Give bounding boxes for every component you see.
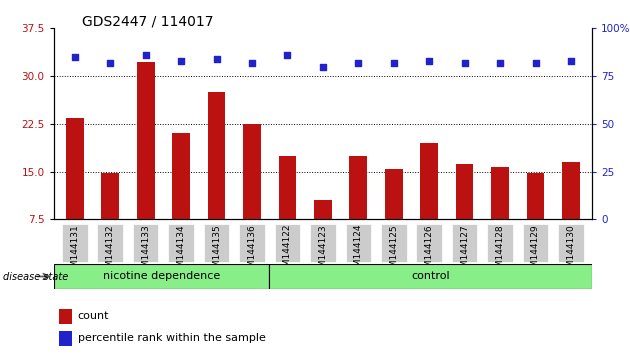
Bar bbox=[208, 92, 226, 219]
Bar bbox=[172, 133, 190, 219]
Text: GSM144125: GSM144125 bbox=[389, 224, 398, 279]
Point bbox=[247, 60, 257, 65]
FancyBboxPatch shape bbox=[275, 224, 300, 262]
Text: nicotine dependence: nicotine dependence bbox=[103, 272, 220, 281]
FancyBboxPatch shape bbox=[168, 224, 194, 262]
FancyBboxPatch shape bbox=[310, 224, 336, 262]
Bar bbox=[137, 62, 154, 219]
FancyBboxPatch shape bbox=[204, 224, 229, 262]
Bar bbox=[350, 156, 367, 219]
Bar bbox=[66, 118, 84, 219]
Text: GSM144130: GSM144130 bbox=[566, 224, 575, 279]
Point bbox=[566, 58, 576, 64]
Bar bbox=[491, 167, 509, 219]
Text: GDS2447 / 114017: GDS2447 / 114017 bbox=[82, 14, 214, 28]
FancyBboxPatch shape bbox=[381, 224, 406, 262]
FancyBboxPatch shape bbox=[269, 264, 592, 289]
Text: GSM144128: GSM144128 bbox=[496, 224, 505, 279]
FancyBboxPatch shape bbox=[98, 224, 123, 262]
Bar bbox=[385, 169, 403, 219]
FancyBboxPatch shape bbox=[416, 224, 442, 262]
FancyBboxPatch shape bbox=[558, 224, 584, 262]
FancyBboxPatch shape bbox=[452, 224, 478, 262]
Point bbox=[495, 60, 505, 65]
Bar bbox=[562, 162, 580, 219]
Point bbox=[212, 56, 222, 62]
Point bbox=[282, 52, 292, 58]
Bar bbox=[278, 156, 296, 219]
FancyBboxPatch shape bbox=[62, 224, 88, 262]
Point bbox=[460, 60, 470, 65]
Bar bbox=[101, 173, 119, 219]
Text: GSM144136: GSM144136 bbox=[248, 224, 256, 279]
Text: disease state: disease state bbox=[3, 272, 69, 282]
FancyBboxPatch shape bbox=[523, 224, 548, 262]
Text: GSM144132: GSM144132 bbox=[106, 224, 115, 279]
Point bbox=[70, 54, 80, 60]
Bar bbox=[59, 331, 72, 346]
Point bbox=[140, 52, 151, 58]
Point bbox=[318, 64, 328, 69]
Text: GSM144131: GSM144131 bbox=[71, 224, 79, 279]
Text: GSM144127: GSM144127 bbox=[460, 224, 469, 279]
FancyBboxPatch shape bbox=[54, 264, 269, 289]
Text: GSM144122: GSM144122 bbox=[283, 224, 292, 278]
FancyBboxPatch shape bbox=[345, 224, 371, 262]
Bar bbox=[420, 143, 438, 219]
Bar bbox=[455, 164, 474, 219]
Text: GSM144124: GSM144124 bbox=[354, 224, 363, 278]
Bar bbox=[59, 309, 72, 324]
FancyBboxPatch shape bbox=[133, 224, 159, 262]
Text: GSM144126: GSM144126 bbox=[425, 224, 433, 279]
Text: count: count bbox=[77, 312, 109, 321]
Point bbox=[389, 60, 399, 65]
Bar bbox=[314, 200, 332, 219]
Point bbox=[530, 60, 541, 65]
Point bbox=[105, 60, 115, 65]
Text: GSM144129: GSM144129 bbox=[531, 224, 540, 279]
Text: control: control bbox=[411, 272, 450, 281]
Text: GSM144123: GSM144123 bbox=[318, 224, 328, 279]
Point bbox=[353, 60, 364, 65]
Text: percentile rank within the sample: percentile rank within the sample bbox=[77, 333, 266, 343]
Text: GSM144135: GSM144135 bbox=[212, 224, 221, 279]
Bar bbox=[243, 124, 261, 219]
Text: GSM144133: GSM144133 bbox=[141, 224, 150, 279]
Bar bbox=[527, 173, 544, 219]
FancyBboxPatch shape bbox=[488, 224, 513, 262]
Point bbox=[176, 58, 186, 64]
Point bbox=[424, 58, 434, 64]
FancyBboxPatch shape bbox=[239, 224, 265, 262]
Text: GSM144134: GSM144134 bbox=[176, 224, 186, 279]
